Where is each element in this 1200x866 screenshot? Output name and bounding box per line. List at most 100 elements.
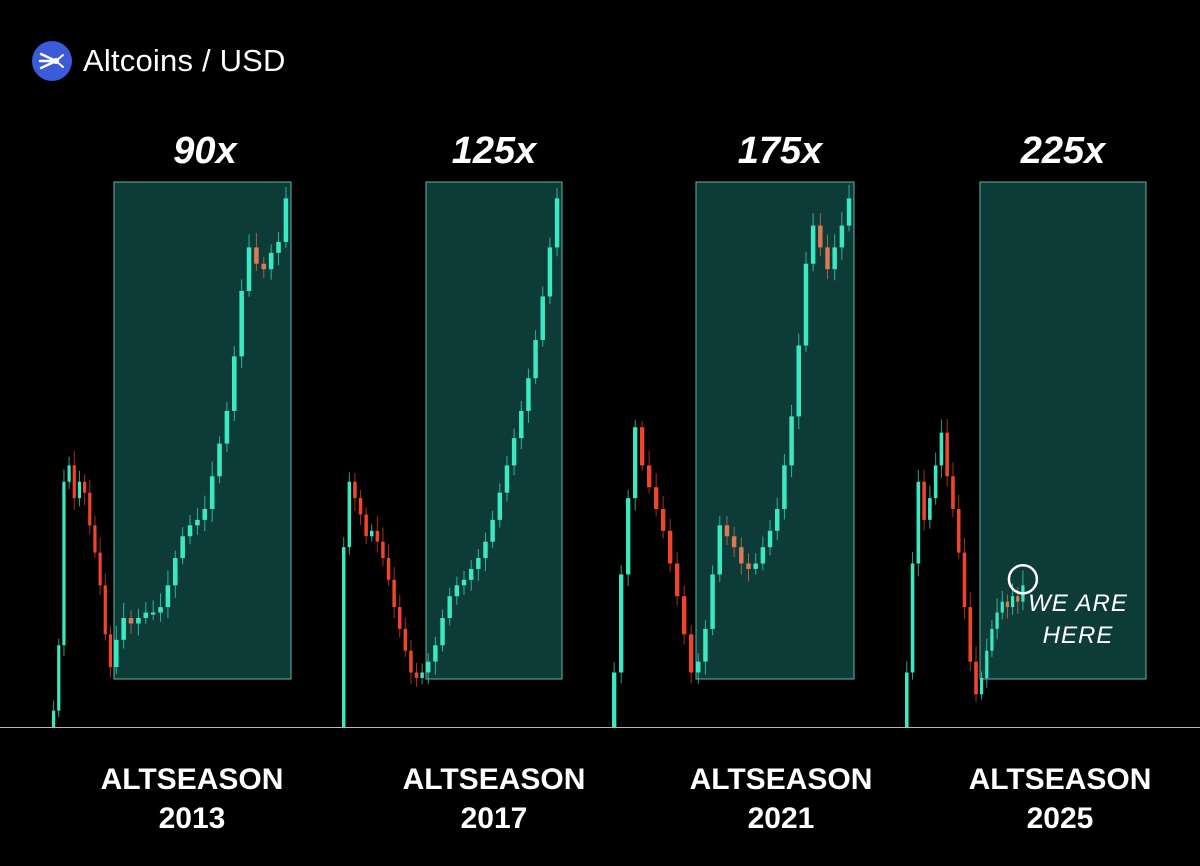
crypto-aggregate-icon	[32, 41, 72, 81]
candle	[533, 340, 538, 379]
candle	[347, 481, 352, 548]
candle	[661, 509, 666, 531]
candle	[98, 552, 102, 586]
candle	[504, 465, 510, 493]
multiplier-label: 175x	[738, 130, 824, 172]
candle	[916, 481, 921, 564]
chart-title: Altcoins / USD	[83, 43, 286, 78]
cycle-2017-candles	[342, 188, 560, 727]
candle	[461, 579, 467, 586]
candle	[414, 672, 419, 678]
candle	[1000, 601, 1004, 613]
candle	[810, 225, 816, 264]
candle	[782, 465, 787, 509]
candle	[985, 650, 989, 678]
candle	[731, 536, 737, 548]
candle	[283, 198, 289, 242]
candle	[254, 247, 259, 264]
candle	[974, 661, 978, 695]
candle	[910, 563, 915, 673]
candle	[760, 547, 766, 564]
cycle-2021-candles	[612, 184, 852, 727]
chart-header: Altcoins / USD	[32, 40, 286, 82]
candle	[526, 378, 531, 411]
candle	[689, 634, 694, 673]
candle	[775, 509, 780, 531]
candle	[93, 525, 97, 553]
candle	[268, 252, 274, 270]
candle	[962, 552, 967, 608]
candle	[173, 558, 178, 586]
candle	[136, 618, 141, 624]
cycle-2013-candles	[52, 186, 289, 727]
candle	[261, 263, 267, 270]
candle	[933, 465, 938, 499]
candle	[767, 530, 773, 548]
current-position-marker	[1007, 564, 1039, 595]
candle	[276, 241, 281, 253]
we-are-here-annotation: HERE	[1043, 622, 1114, 649]
candle	[710, 574, 715, 629]
candle	[696, 661, 701, 673]
candle	[990, 628, 994, 651]
candle	[951, 476, 955, 509]
candle	[72, 465, 76, 499]
candle	[939, 432, 944, 466]
candle	[753, 563, 758, 569]
candle	[342, 547, 346, 727]
candle	[832, 247, 837, 270]
candle	[846, 198, 852, 226]
candle	[739, 547, 744, 564]
candle	[180, 536, 185, 559]
candle	[928, 498, 932, 520]
candle	[703, 628, 708, 662]
multiplier-label: 90x	[173, 130, 238, 172]
candle	[905, 672, 909, 727]
candle	[668, 530, 673, 564]
candle	[447, 596, 452, 618]
candle	[381, 541, 385, 559]
candle	[675, 563, 680, 597]
candle	[612, 672, 617, 727]
candle	[945, 432, 949, 477]
candle	[1016, 596, 1020, 602]
candle	[52, 710, 56, 727]
candle	[633, 427, 638, 499]
altseason-2013-box	[113, 181, 292, 680]
candle	[217, 443, 222, 477]
candle	[922, 481, 926, 520]
candle	[483, 541, 488, 559]
candle	[497, 492, 503, 520]
candle	[57, 645, 61, 711]
candle	[540, 296, 545, 341]
candle	[62, 481, 66, 646]
we-are-here-annotation: WE ARE	[1028, 590, 1128, 617]
candle	[818, 225, 823, 248]
candle	[454, 585, 460, 597]
candle	[1010, 596, 1015, 608]
candle	[547, 247, 553, 297]
candle	[803, 263, 809, 346]
candle	[375, 530, 380, 542]
candle	[358, 498, 363, 515]
candle	[717, 525, 722, 575]
candle	[980, 677, 984, 695]
candle	[158, 607, 163, 613]
multiplier-label: 225x	[1020, 130, 1107, 172]
candle	[468, 568, 474, 580]
altseason-label: ALTSEASON	[101, 763, 284, 796]
candle	[353, 481, 357, 499]
altseason-year: 2021	[748, 802, 815, 835]
candle	[654, 487, 659, 509]
candle	[114, 639, 119, 668]
candle	[825, 247, 830, 270]
candle	[239, 291, 244, 357]
candle	[626, 498, 631, 575]
candle	[83, 481, 87, 493]
candle	[420, 672, 424, 678]
multiplier-label: 125x	[452, 130, 538, 172]
candle	[647, 465, 652, 488]
cycle-2025-candles	[905, 419, 1025, 727]
altseason-label: ALTSEASON	[969, 763, 1152, 796]
candle	[77, 481, 82, 499]
